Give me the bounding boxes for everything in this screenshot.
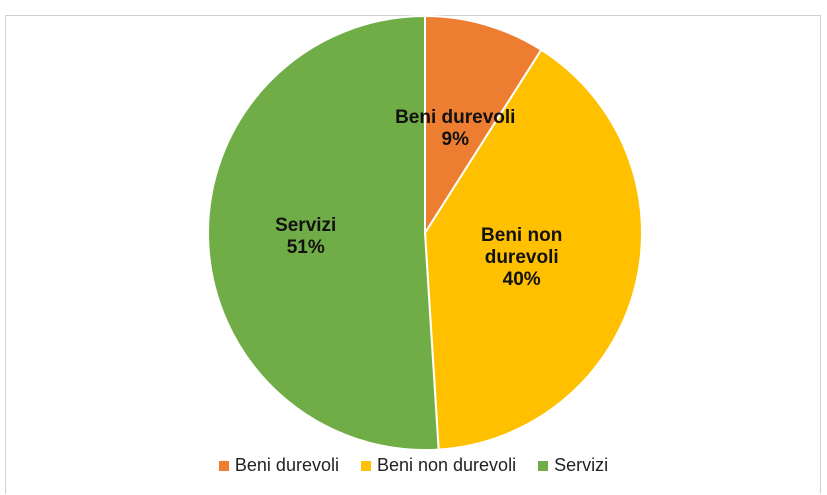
legend-item: Beni durevoli: [218, 455, 339, 476]
legend-item: Servizi: [538, 455, 608, 476]
legend-swatch: [538, 460, 549, 471]
legend-item: Beni non durevoli: [360, 455, 517, 476]
slice-value: 51%: [286, 236, 325, 258]
slice-value: 40%: [502, 268, 541, 290]
legend: Beni durevoli Beni non durevoli Servizi: [0, 455, 827, 476]
slice-category: Beni durevoli: [395, 106, 516, 128]
pie-slice: [207, 14, 440, 451]
slice-value: 9%: [441, 128, 469, 150]
slice-label: Beni non durevoli 40%: [472, 225, 572, 291]
slice-label: Servizi 51%: [256, 215, 356, 259]
slice-category: Servizi: [275, 214, 337, 236]
legend-swatch: [218, 460, 229, 471]
slice-category: Beni non durevoli: [481, 224, 563, 268]
pie-slice: [423, 48, 643, 451]
legend-label: Beni durevoli: [234, 455, 339, 475]
pie-slice: [424, 14, 543, 237]
legend-label: Beni non durevoli: [376, 455, 517, 475]
legend-label: Servizi: [554, 455, 609, 475]
legend-swatch: [360, 460, 371, 471]
slice-label: Beni durevoli 9%: [380, 107, 530, 151]
